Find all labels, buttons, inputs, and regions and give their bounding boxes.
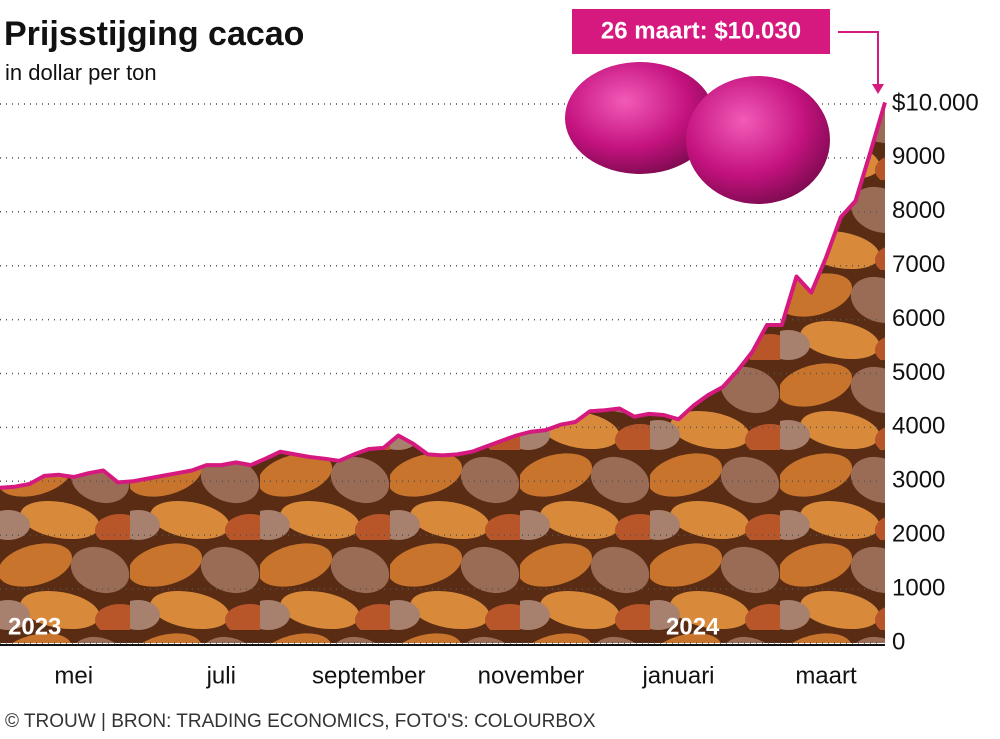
x-tick-label: juli [206, 662, 236, 689]
plot-area [0, 101, 887, 646]
y-tick-label: 0 [892, 628, 905, 655]
year-label: 2023 [8, 613, 61, 640]
chart-subtitle: in dollar per ton [5, 60, 157, 85]
y-tick-label: 7000 [892, 251, 945, 278]
x-tick-label: maart [795, 662, 857, 689]
egg-decoration [686, 76, 830, 204]
x-tick-label: mei [54, 662, 93, 689]
y-tick-label: 9000 [892, 143, 945, 170]
area [0, 102, 885, 643]
egg-decoration [565, 62, 715, 174]
source: © TROUW | BRON: TRADING ECONOMICS, FOTO'… [5, 711, 596, 732]
y-tick-label: 8000 [892, 197, 945, 224]
y-tick-label: 5000 [892, 359, 945, 386]
y-tick-label: 3000 [892, 467, 945, 494]
chart-title: Prijsstijging cacao [4, 15, 304, 53]
x-tick-label: januari [641, 662, 714, 689]
annotation-arrow [838, 31, 879, 88]
y-tick-label: 1000 [892, 574, 945, 601]
y-tick-label: 4000 [892, 413, 945, 440]
line [0, 101, 887, 490]
y-tick-label: 2000 [892, 521, 945, 548]
x-tick-label: november [478, 662, 585, 689]
y-tick-label: 6000 [892, 305, 945, 332]
year-label: 2024 [666, 613, 720, 640]
x-tick-label: september [312, 662, 425, 689]
annotation: 26 maart: $10.030 [601, 17, 801, 44]
annotation-box [572, 9, 830, 54]
y-tick-label: $10.000 [892, 89, 979, 116]
annotation-arrowhead [872, 84, 884, 94]
